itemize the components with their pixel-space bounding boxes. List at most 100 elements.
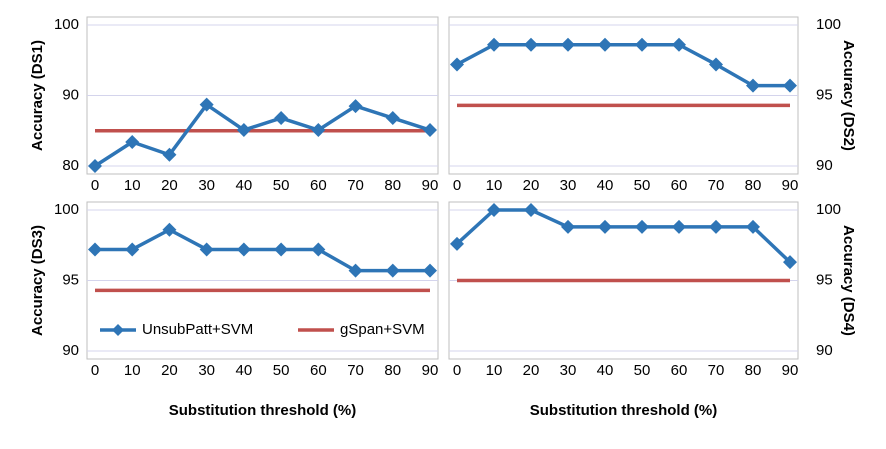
x-tick-label: 60 xyxy=(310,362,327,379)
data-point xyxy=(746,78,760,93)
y-tick-label: 95 xyxy=(816,86,833,103)
data-point xyxy=(598,37,612,52)
x-tick-label: 50 xyxy=(634,362,651,379)
y-tick-label: 80 xyxy=(62,157,79,174)
data-point xyxy=(274,242,289,257)
x-tick-label: 40 xyxy=(236,177,253,194)
x-axis-title: Substitution threshold (%) xyxy=(169,402,356,419)
x-tick-label: 10 xyxy=(124,362,141,379)
x-tick-label: 30 xyxy=(560,177,577,194)
x-tick-label: 10 xyxy=(486,177,503,194)
x-tick-label: 20 xyxy=(161,362,178,379)
x-tick-label: 0 xyxy=(453,177,461,194)
x-tick-label: 60 xyxy=(671,177,688,194)
data-point xyxy=(311,242,326,257)
y-tick-label: 95 xyxy=(816,271,833,288)
series-line xyxy=(95,227,430,273)
y-tick-label: 100 xyxy=(54,16,79,33)
y-tick-label: 100 xyxy=(816,16,841,33)
x-tick-label: 70 xyxy=(708,177,725,194)
series-line xyxy=(456,42,790,88)
legend-marker xyxy=(112,324,124,336)
data-point xyxy=(672,37,686,52)
y-tick-label: 100 xyxy=(54,201,79,218)
data-point xyxy=(635,37,649,52)
series-line xyxy=(94,102,431,168)
data-point xyxy=(236,123,251,138)
x-tick-label: 40 xyxy=(597,177,614,194)
x-tick-label: 0 xyxy=(91,362,99,379)
data-point xyxy=(385,263,400,278)
data-point xyxy=(423,123,437,138)
x-tick-label: 50 xyxy=(273,177,290,194)
data-point xyxy=(162,147,177,162)
data-point xyxy=(487,37,501,52)
y-axis-title: Accuracy (DS2) xyxy=(840,40,857,151)
x-tick-label: 40 xyxy=(236,362,253,379)
x-tick-label: 30 xyxy=(198,177,215,194)
x-tick-label: 70 xyxy=(708,362,725,379)
x-tick-label: 90 xyxy=(422,362,439,379)
data-point xyxy=(423,263,437,278)
data-point xyxy=(125,242,140,257)
x-tick-label: 60 xyxy=(310,177,327,194)
y-tick-label: 90 xyxy=(816,342,833,359)
x-tick-label: 40 xyxy=(597,362,614,379)
x-tick-label: 90 xyxy=(782,362,799,379)
data-point xyxy=(709,57,723,72)
x-tick-label: 70 xyxy=(347,362,364,379)
x-tick-label: 10 xyxy=(486,362,503,379)
data-point xyxy=(709,219,723,234)
data-point xyxy=(598,219,612,234)
data-point xyxy=(236,242,251,257)
x-tick-label: 10 xyxy=(124,177,141,194)
data-point xyxy=(311,123,326,138)
y-tick-label: 90 xyxy=(816,157,833,174)
x-tick-label: 50 xyxy=(634,177,651,194)
y-tick-label: 90 xyxy=(62,342,79,359)
data-point xyxy=(561,219,575,234)
x-axis-title: Substitution threshold (%) xyxy=(530,402,717,419)
data-point xyxy=(348,99,363,114)
x-tick-label: 80 xyxy=(745,177,762,194)
x-tick-label: 80 xyxy=(384,177,401,194)
data-point xyxy=(348,263,363,278)
data-point xyxy=(450,236,464,251)
data-point xyxy=(635,219,649,234)
x-tick-label: 20 xyxy=(523,177,540,194)
x-tick-label: 50 xyxy=(273,362,290,379)
y-axis-title: Accuracy (DS4) xyxy=(840,225,857,336)
data-point xyxy=(274,111,289,126)
data-point xyxy=(672,219,686,234)
y-axis-title: Accuracy (DS3) xyxy=(29,225,46,336)
series-line xyxy=(455,208,792,264)
x-tick-label: 0 xyxy=(91,177,99,194)
x-tick-label: 90 xyxy=(782,177,799,194)
x-tick-label: 80 xyxy=(745,362,762,379)
data-point xyxy=(524,37,538,52)
data-point xyxy=(162,222,177,237)
data-point xyxy=(487,203,501,217)
x-tick-label: 20 xyxy=(161,177,178,194)
data-point xyxy=(88,242,102,257)
x-tick-label: 60 xyxy=(671,362,688,379)
legend-label: gSpan+SVM xyxy=(340,321,425,338)
y-tick-label: 100 xyxy=(816,201,841,218)
data-point xyxy=(125,135,140,150)
x-tick-label: 80 xyxy=(384,362,401,379)
data-point xyxy=(450,57,464,72)
y-tick-label: 90 xyxy=(62,86,79,103)
data-point xyxy=(561,37,575,52)
x-tick-label: 70 xyxy=(347,177,364,194)
data-point xyxy=(385,111,400,126)
data-point xyxy=(524,203,538,217)
y-axis-title: Accuracy (DS1) xyxy=(29,40,46,151)
legend-label: UnsubPatt+SVM xyxy=(142,321,253,338)
data-point xyxy=(746,219,760,234)
data-point xyxy=(88,159,102,173)
data-point xyxy=(199,242,214,257)
x-tick-label: 30 xyxy=(198,362,215,379)
x-tick-label: 20 xyxy=(523,362,540,379)
